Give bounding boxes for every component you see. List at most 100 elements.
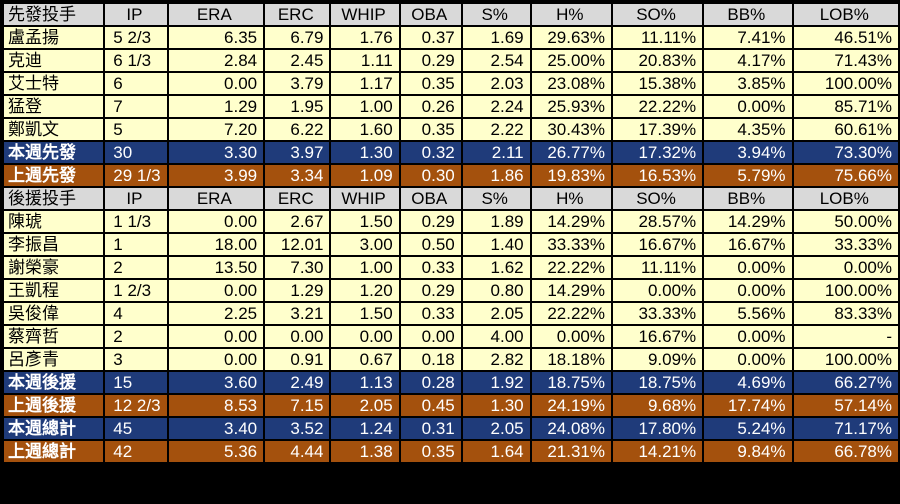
table-cell: 22.22% <box>529 255 614 280</box>
table-cell: 1 1/3 <box>103 209 169 234</box>
table-cell: 24.08% <box>529 416 614 441</box>
table-cell: 85.71% <box>791 94 900 119</box>
table-cell: 1 <box>103 232 169 257</box>
pitcher-row: 艾士特 6 0.00 3.79 1.17 0.35 2.03 23.08% 15.38% 3.85… <box>1 71 900 96</box>
table-cell: 0.35 <box>398 117 463 142</box>
table-cell: 26.77% <box>529 140 614 165</box>
table-cell: 13.50 <box>166 255 266 280</box>
table-cell: 0.00% <box>702 324 794 349</box>
table-cell: 3.30 <box>166 140 266 165</box>
last-week-summary-row: 上週後援 12 2/3 8.53 7.15 2.05 0.45 1.30 24.19% 9.68… <box>1 393 900 418</box>
table-cell: 1.17 <box>329 71 401 96</box>
table-cell: 1.00 <box>329 255 401 280</box>
row-label: 吳俊偉 <box>1 301 106 326</box>
table-cell: 4.44 <box>263 439 332 464</box>
table-cell: 3.52 <box>263 416 332 441</box>
table-cell: 15.38% <box>610 71 705 96</box>
table-cell: 2 <box>103 255 169 280</box>
table-cell: 66.27% <box>791 370 900 395</box>
table-cell: 33.33% <box>529 232 614 257</box>
table-cell: 7.15 <box>263 393 332 418</box>
table-cell: 29 1/3 <box>103 163 169 188</box>
table-cell: 73.30% <box>791 140 900 165</box>
table-cell: 75.66% <box>791 163 900 188</box>
table-cell: 1.29 <box>166 94 266 119</box>
table-cell: 0.50 <box>398 232 463 257</box>
table-cell: 11.11% <box>610 255 705 280</box>
table-cell: 2.24 <box>460 94 532 119</box>
table-cell: 2.67 <box>263 209 332 234</box>
table-cell: 1.30 <box>329 140 401 165</box>
table-cell: 4.35% <box>702 117 794 142</box>
pitcher-row: 盧孟揚 5 2/3 6.35 6.79 1.76 0.37 1.69 29.63% 11.11%… <box>1 25 900 50</box>
row-label: 艾士特 <box>1 71 106 96</box>
section-header-row: 後援投手 IP ERA ERC WHIP OBA S% H% SO% BB% LOB% <box>1 186 900 211</box>
table-cell: 46.51% <box>791 25 900 50</box>
table-cell: - <box>791 324 900 349</box>
table-cell: 0.28 <box>398 370 463 395</box>
table-cell: 66.78% <box>791 439 900 464</box>
table-cell: 1.95 <box>263 94 332 119</box>
table-cell: 1.50 <box>329 209 401 234</box>
this-week-summary-row: 本週後援 15 3.60 2.49 1.13 0.28 1.92 18.75% 18.75% 4.… <box>1 370 900 395</box>
table-cell: 0.80 <box>460 278 532 303</box>
table-cell: 7 <box>103 94 169 119</box>
table-cell: 0.00% <box>610 278 705 303</box>
row-label: 上週先發 <box>1 163 106 188</box>
table-cell: 5 2/3 <box>103 25 169 50</box>
table-cell: 0.31 <box>398 416 463 441</box>
table-cell: H% <box>529 2 614 27</box>
table-cell: 9.09% <box>610 347 705 372</box>
pitcher-row: 王凱程 1 2/3 0.00 1.29 1.20 0.29 0.80 14.29% 0.00% 0… <box>1 278 900 303</box>
table-cell: 6 <box>103 71 169 96</box>
table-cell: 22.22% <box>610 94 705 119</box>
table-cell: 16.53% <box>610 163 705 188</box>
table-cell: 14.29% <box>702 209 794 234</box>
table-cell: 14.21% <box>610 439 705 464</box>
table-cell: S% <box>460 2 532 27</box>
table-cell: 2.45 <box>263 48 332 73</box>
table-body: 先發投手 IP ERA ERC WHIP OBA S% H% SO% BB% LOB% 盧孟揚 5 2/… <box>1 2 900 464</box>
table-cell: 0.00% <box>791 255 900 280</box>
table-cell: 0.00 <box>263 324 332 349</box>
table-cell: 0.35 <box>398 439 463 464</box>
table-cell: ERA <box>166 2 266 27</box>
table-cell: 2.22 <box>460 117 532 142</box>
table-cell: 7.30 <box>263 255 332 280</box>
table-cell: 0.00 <box>166 347 266 372</box>
table-cell: WHIP <box>329 2 401 27</box>
table-cell: 0.00 <box>166 324 266 349</box>
table-cell: S% <box>460 186 532 211</box>
table-cell: 3.34 <box>263 163 332 188</box>
table-cell: 1.13 <box>329 370 401 395</box>
table-cell: 3.94% <box>702 140 794 165</box>
table-cell: 20.83% <box>610 48 705 73</box>
table-cell: LOB% <box>791 186 900 211</box>
table-cell: 0.00 <box>166 278 266 303</box>
table-cell: 1.86 <box>460 163 532 188</box>
this-week-total-row: 本週總計 45 3.40 3.52 1.24 0.31 2.05 24.08% 17.80% 5.… <box>1 416 900 441</box>
table-cell: H% <box>529 186 614 211</box>
table-cell: 14.29% <box>529 209 614 234</box>
table-cell: 0.33 <box>398 255 463 280</box>
table-cell: 5.79% <box>702 163 794 188</box>
table-cell: 30 <box>103 140 169 165</box>
table-cell: 1.62 <box>460 255 532 280</box>
row-label: 謝榮豪 <box>1 255 106 280</box>
table-cell: 0.00% <box>702 255 794 280</box>
table-cell: LOB% <box>791 2 900 27</box>
last-week-summary-row: 上週先發 29 1/3 3.99 3.34 1.09 0.30 1.86 19.83% 16.5… <box>1 163 900 188</box>
table-cell: BB% <box>702 186 794 211</box>
table-cell: 33.33% <box>610 301 705 326</box>
row-label: 王凱程 <box>1 278 106 303</box>
pitcher-row: 謝榮豪 2 13.50 7.30 1.00 0.33 1.62 22.22% 11.11% 0.0… <box>1 255 900 280</box>
table-cell: 22.22% <box>529 301 614 326</box>
table-cell: 1.64 <box>460 439 532 464</box>
pitcher-row: 呂彥青 3 0.00 0.91 0.67 0.18 2.82 18.18% 9.09% 0.00%… <box>1 347 900 372</box>
table-cell: 3.60 <box>166 370 266 395</box>
row-label: 克迪 <box>1 48 106 73</box>
table-cell: 1.11 <box>329 48 401 73</box>
pitcher-row: 吳俊偉 4 2.25 3.21 1.50 0.33 2.05 22.22% 33.33% 5.56… <box>1 301 900 326</box>
table-cell: 1.29 <box>263 278 332 303</box>
pitcher-row: 蔡齊哲 2 0.00 0.00 0.00 0.00 4.00 0.00% 16.67% 0.00%… <box>1 324 900 349</box>
